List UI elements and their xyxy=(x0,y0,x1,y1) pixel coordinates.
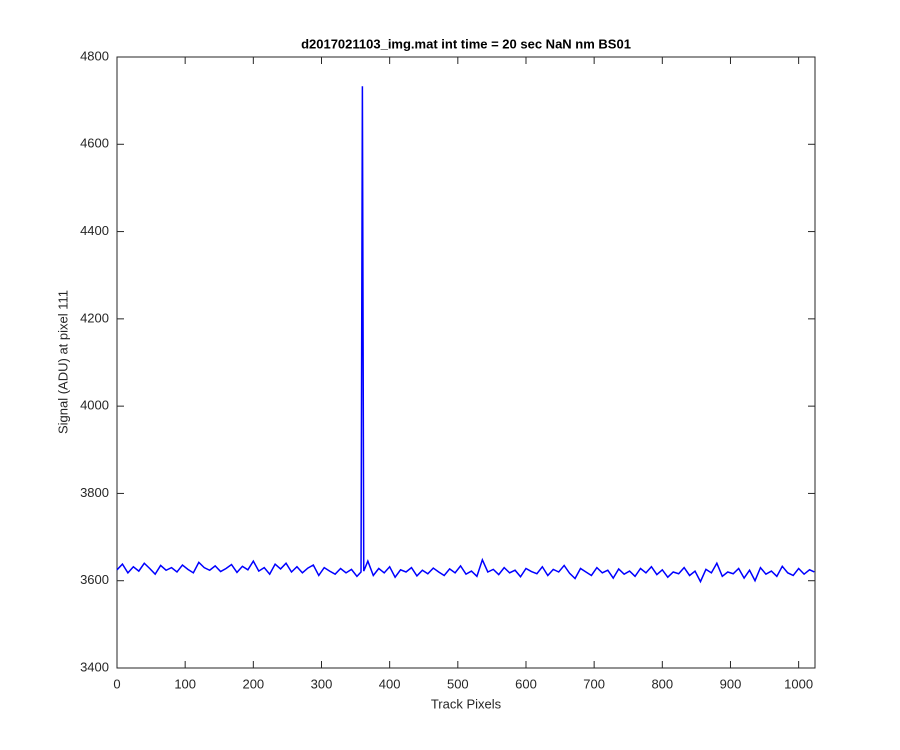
y-axis-label: Signal (ADU) at pixel 111 xyxy=(55,290,70,434)
data-line xyxy=(116,86,815,584)
x-tick-label: 1000 xyxy=(784,676,813,691)
x-tick-label: 400 xyxy=(379,676,401,691)
x-tick-label: 100 xyxy=(174,676,196,691)
x-tick-label: 500 xyxy=(447,676,469,691)
y-tick-label: 3600 xyxy=(80,572,109,587)
x-axis-label: Track Pixels xyxy=(431,696,502,711)
plot-area xyxy=(116,56,816,669)
chart-title: d2017021103_img.mat int time = 20 sec Na… xyxy=(301,36,631,51)
x-tick-label: 900 xyxy=(720,676,742,691)
y-tick-label: 4800 xyxy=(80,48,109,63)
y-tick-label: 4000 xyxy=(80,398,109,413)
y-tick-label: 4600 xyxy=(80,136,109,151)
y-tick-label: 4400 xyxy=(80,223,109,238)
x-tick-label: 200 xyxy=(242,676,264,691)
x-tick-label: 300 xyxy=(311,676,333,691)
x-tick-label: 800 xyxy=(651,676,673,691)
y-tick-label: 4200 xyxy=(80,310,109,325)
y-tick-label: 3800 xyxy=(80,485,109,500)
x-tick-label: 700 xyxy=(583,676,605,691)
x-tick-label: 0 xyxy=(113,676,120,691)
x-tick-label: 600 xyxy=(515,676,537,691)
y-tick-label: 3400 xyxy=(80,659,109,674)
